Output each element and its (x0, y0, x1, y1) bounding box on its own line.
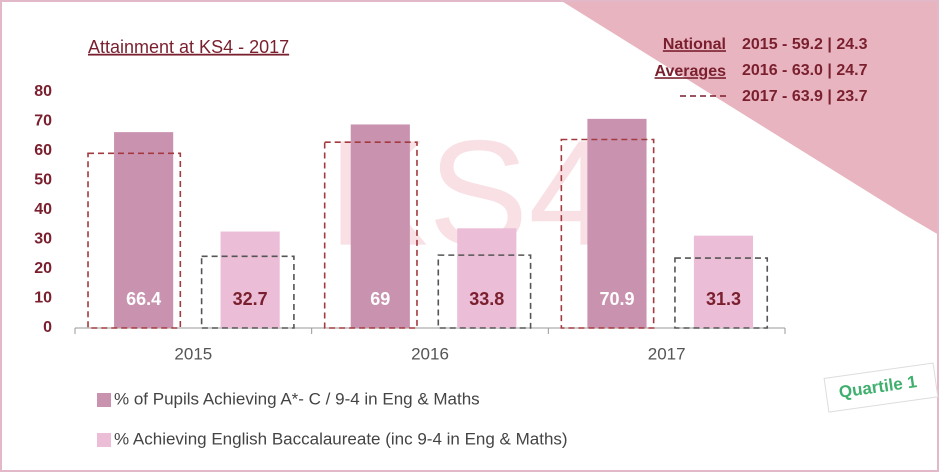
bar (220, 231, 280, 328)
data-label: 70.9 (599, 289, 634, 309)
national-label: National (663, 36, 726, 53)
legend-label: % of Pupils Achieving A*- C / 9-4 in Eng… (114, 389, 480, 408)
y-tick-label: 30 (34, 231, 52, 248)
national-average-box (200, 255, 295, 329)
national-label: Averages (655, 63, 727, 80)
bar (457, 228, 517, 328)
national-average-box (87, 152, 182, 329)
decor-band (560, 0, 939, 235)
legend-swatch (97, 393, 111, 407)
x-tick-label: 2016 (411, 344, 449, 363)
data-label: 33.8 (469, 289, 504, 309)
y-tick-label: 70 (34, 113, 52, 130)
national-line: 2015 - 59.2 | 24.3 (742, 36, 868, 53)
y-tick-label: 10 (34, 290, 52, 307)
national-average-box (437, 254, 532, 329)
y-tick-label: 40 (34, 201, 52, 218)
data-label: 32.7 (233, 289, 268, 309)
data-label: 66.4 (126, 289, 161, 309)
national-line: 2016 - 63.0 | 24.7 (742, 62, 868, 79)
bar (114, 132, 174, 328)
x-tick-label: 2017 (648, 344, 686, 363)
chart-title: Attainment at KS4 - 2017 (88, 37, 289, 57)
y-tick-label: 20 (34, 260, 52, 277)
y-tick-label: 60 (34, 142, 52, 159)
y-tick-label: 0 (43, 319, 52, 336)
y-tick-label: 50 (34, 172, 52, 189)
legend-label: % Achieving English Baccalaureate (inc 9… (114, 429, 568, 448)
y-tick-label: 80 (34, 83, 52, 100)
x-tick-label: 2015 (174, 344, 212, 363)
badge: Quartile 1 (823, 362, 939, 413)
legend-swatch (97, 433, 111, 447)
data-label: 31.3 (706, 289, 741, 309)
data-label: 69 (370, 289, 390, 309)
bar (350, 124, 410, 328)
bar (587, 118, 647, 328)
badge-box (823, 362, 939, 413)
bar (693, 235, 754, 328)
national-average-box (323, 141, 418, 329)
national-line: 2017 - 63.9 | 23.7 (742, 88, 868, 105)
